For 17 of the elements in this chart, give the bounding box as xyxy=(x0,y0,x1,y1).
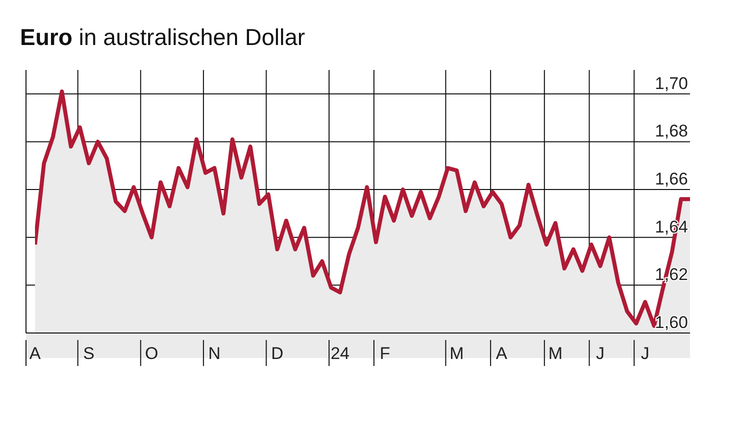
x-tick-label: F xyxy=(380,344,390,363)
chart-title: Euro in australischen Dollar xyxy=(20,24,306,51)
x-tick-label: D xyxy=(271,344,284,363)
y-tick-label: 1,66 xyxy=(654,170,688,189)
x-tick-label: O xyxy=(145,344,158,363)
y-tick-label: 1,60 xyxy=(654,313,688,332)
x-tick-label: A xyxy=(496,344,508,363)
x-tick-label: 24 xyxy=(330,344,350,363)
x-tick-label: M xyxy=(548,344,562,363)
y-tick-label: 1,68 xyxy=(654,122,688,141)
x-tick-label: J xyxy=(640,344,650,363)
x-tick-label: J xyxy=(596,344,605,363)
y-tick-label: 1,70 xyxy=(654,74,688,93)
x-tick-label: A xyxy=(29,344,42,363)
x-tick-label: M xyxy=(450,344,464,363)
x-tick-label: S xyxy=(83,344,95,363)
x-tick-label: N xyxy=(208,344,221,363)
